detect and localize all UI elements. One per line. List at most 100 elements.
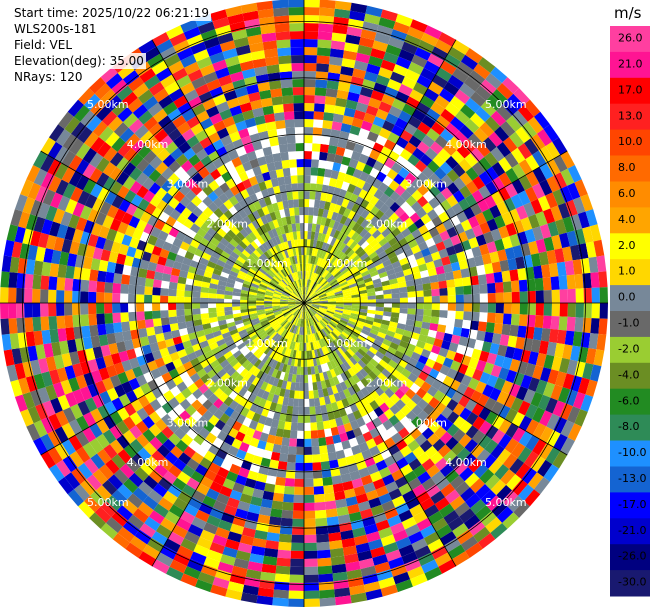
velocity-gate: [138, 268, 148, 278]
velocity-gate: [348, 376, 357, 387]
velocity-gate: [319, 143, 329, 153]
velocity-gate: [349, 10, 366, 22]
velocity-gate: [316, 287, 324, 294]
velocity-gate: [538, 146, 554, 163]
velocity-gate: [458, 158, 472, 173]
velocity-gate: [339, 215, 348, 225]
velocity-gate: [310, 430, 319, 439]
velocity-gate: [328, 418, 338, 429]
velocity-gate: [250, 99, 263, 110]
velocity-gate: [327, 304, 336, 307]
velocity-gate: [477, 393, 490, 407]
velocity-gate: [491, 401, 504, 415]
velocity-gate: [498, 187, 511, 202]
velocity-gate: [271, 202, 280, 212]
velocity-gate: [375, 519, 390, 532]
velocity-gate: [41, 329, 52, 345]
velocity-gate: [107, 474, 123, 490]
velocity-gate: [102, 215, 114, 229]
velocity-gate: [242, 10, 259, 22]
velocity-gate: [261, 390, 270, 401]
velocity-gate: [49, 328, 60, 343]
velocity-gate: [94, 83, 112, 100]
velocity-gate: [442, 237, 454, 249]
velocity-gate: [329, 246, 336, 255]
velocity-gate: [315, 224, 321, 233]
velocity-gate: [116, 171, 130, 186]
velocity-gate: [367, 463, 379, 475]
velocity-gate: [341, 331, 350, 339]
velocity-gate: [260, 138, 271, 149]
velocity-gate: [286, 323, 292, 331]
velocity-gate: [278, 327, 286, 336]
velocity-gate: [413, 510, 428, 524]
velocity-gate: [56, 315, 66, 329]
velocity-gate: [424, 147, 438, 161]
velocity-gate: [341, 181, 350, 191]
velocity-gate: [332, 284, 341, 290]
velocity-gate: [380, 9, 398, 22]
velocity-gate: [40, 137, 56, 155]
velocity-gate: [229, 328, 239, 336]
velocity-gate: [383, 455, 396, 467]
velocity-gate: [439, 128, 454, 143]
velocity-gate: [409, 427, 422, 440]
velocity-gate: [49, 369, 61, 385]
velocity-gate: [27, 182, 41, 200]
velocity-gate: [291, 183, 299, 192]
velocity-gate: [123, 147, 138, 162]
velocity-gate: [142, 46, 160, 62]
velocity-gate: [381, 319, 391, 326]
velocity-gate: [396, 323, 406, 330]
velocity-gate: [464, 153, 479, 168]
velocity-gate: [125, 542, 143, 558]
velocity-gate: [182, 235, 194, 245]
velocity-gate: [256, 293, 265, 297]
velocity-gate: [304, 318, 307, 327]
velocity-gate: [272, 308, 281, 312]
velocity-gate: [335, 383, 343, 393]
velocity-gate: [385, 44, 402, 57]
velocity-gate: [432, 234, 443, 245]
velocity-gate: [505, 369, 517, 384]
velocity-gate: [393, 21, 411, 35]
velocity-gate: [252, 277, 262, 284]
velocity-gate: [185, 404, 197, 417]
velocity-gate: [242, 317, 251, 323]
velocity-gate: [294, 390, 300, 399]
velocity-gate: [60, 211, 73, 227]
velocity-gate: [388, 180, 400, 192]
velocity-gate: [288, 323, 294, 332]
velocity-gate: [390, 316, 399, 323]
velocity-gate: [499, 334, 510, 347]
velocity-gate: [431, 345, 441, 355]
velocity-gate: [164, 538, 181, 553]
velocity-gate: [375, 108, 389, 121]
velocity-gate: [147, 215, 159, 227]
velocity-gate: [327, 296, 336, 300]
velocity-gate: [106, 261, 117, 273]
velocity-gate: [219, 485, 233, 498]
velocity-gate: [162, 490, 178, 505]
velocity-gate: [510, 313, 520, 326]
velocity-gate: [291, 308, 299, 314]
velocity-gate: [109, 152, 124, 167]
velocity-gate: [22, 196, 36, 214]
velocity-gate: [147, 379, 159, 391]
velocity-gate: [325, 325, 333, 333]
velocity-gate: [333, 16, 350, 27]
velocity-gate: [567, 406, 581, 424]
velocity-gate: [405, 399, 417, 411]
velocity-gate: [152, 287, 161, 296]
velocity-gate: [448, 46, 466, 62]
velocity-gate: [180, 19, 198, 33]
velocity-gate: [167, 345, 177, 355]
velocity-gate: [149, 436, 163, 451]
velocity-gate: [172, 524, 188, 539]
velocity-gate: [367, 131, 379, 143]
velocity-gate: [429, 451, 444, 465]
velocity-gate: [447, 303, 456, 311]
velocity-gate: [480, 100, 497, 117]
velocity-gate: [476, 142, 491, 157]
velocity-gate: [305, 287, 309, 296]
